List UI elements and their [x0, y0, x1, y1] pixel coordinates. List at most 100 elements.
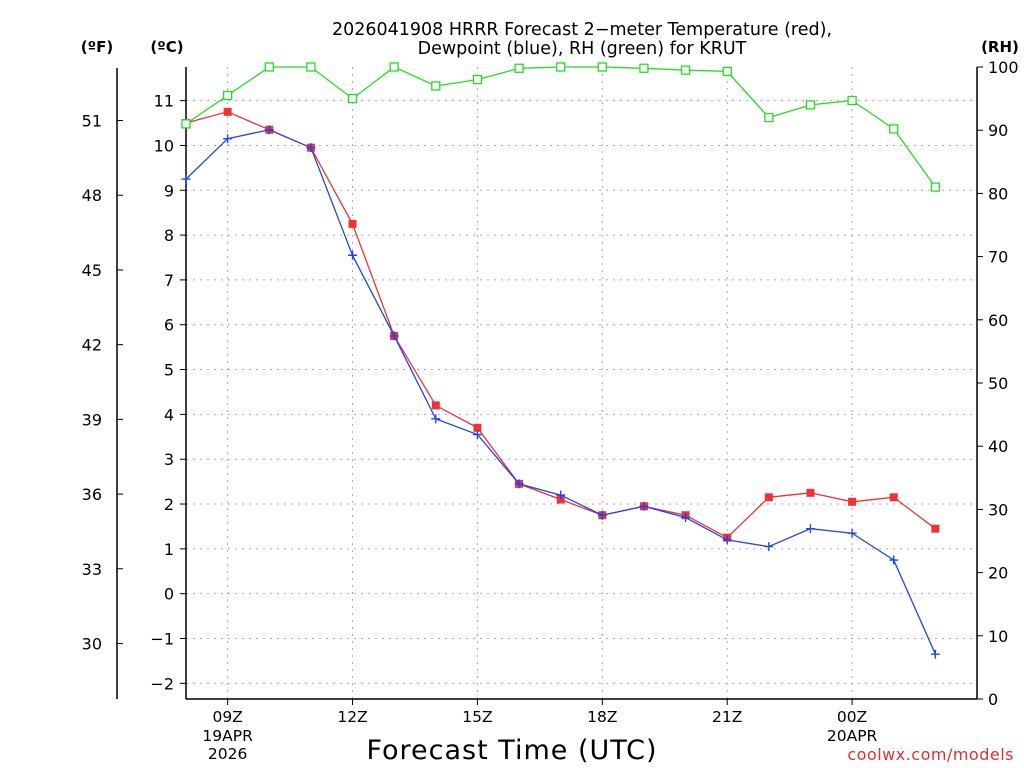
dewpoint-point [639, 501, 649, 511]
rh-tick-label: 70 [988, 248, 1008, 267]
dewpoint-point [181, 174, 191, 184]
rh-point [639, 63, 649, 73]
temperature-point [473, 423, 482, 432]
celsius-tick-label: 6 [164, 316, 174, 335]
temperature-point [348, 219, 357, 228]
fahrenheit-unit-label: (ºF) [81, 38, 113, 56]
data-series [181, 62, 941, 659]
fahrenheit-tick-label: 39 [82, 410, 102, 429]
rh-tick-label: 90 [988, 121, 1008, 140]
rh-point [181, 119, 191, 129]
dewpoint-point [264, 125, 274, 135]
dewpoint-point [681, 512, 691, 522]
dewpoint-point [847, 528, 857, 538]
dewpoint-point [223, 134, 233, 144]
rh-tick-label: 30 [988, 500, 1008, 519]
x-tick-label: 15Z [462, 708, 492, 726]
rh-point [930, 182, 941, 192]
rh-point [389, 62, 399, 72]
rh-line [185, 66, 936, 188]
dewpoint-point [764, 542, 774, 552]
dewpoint-point [306, 143, 316, 153]
celsius-tick-label: 9 [164, 181, 174, 200]
rh-tick-label: 60 [988, 311, 1008, 330]
credit-text: coolwx.com/models [847, 745, 1014, 764]
temperature-point [223, 107, 232, 116]
celsius-tick-label: 8 [164, 226, 174, 245]
temperature-point [848, 497, 857, 506]
rh-point [764, 112, 774, 123]
rh-tick-label: 10 [988, 627, 1008, 646]
rh-tick-label: 100 [988, 58, 1019, 77]
celsius-tick-label: 7 [164, 271, 174, 290]
celsius-tick-label: −1 [150, 629, 174, 648]
rh-point [847, 95, 857, 106]
celsius-unit-label: (ºC) [150, 38, 183, 56]
rh-tick-label: 80 [988, 184, 1008, 203]
fahrenheit-tick-label: 48 [82, 186, 102, 205]
x-tick-label: 09Z [212, 708, 242, 726]
rh-tick-label: 20 [988, 564, 1008, 583]
celsius-tick-label: 10 [154, 136, 174, 155]
dewpoint-point [472, 430, 482, 440]
rh-tick-label: 40 [988, 437, 1008, 456]
rh-point [264, 62, 274, 72]
dewpoint-point [889, 555, 899, 565]
rh-point [889, 124, 899, 134]
rh-point [805, 100, 816, 110]
rh-point [597, 62, 607, 72]
dewpoint-point [348, 250, 358, 260]
x-tick-label: 21Z [712, 708, 742, 726]
rh-point [472, 74, 483, 85]
dewpoint-point [514, 479, 524, 489]
rh-point [680, 65, 691, 75]
celsius-tick-label: 1 [164, 540, 174, 559]
rh-point [306, 62, 316, 72]
grid-lines [186, 67, 977, 699]
x-tick-year-label: 2026 [208, 745, 247, 763]
fahrenheit-tick-label: 36 [82, 485, 102, 504]
fahrenheit-tick-label: 33 [82, 560, 102, 579]
rh-point [556, 62, 566, 72]
temperature-point [806, 488, 815, 497]
fahrenheit-tick-label: 51 [82, 112, 102, 131]
fahrenheit-tick-label: 30 [82, 634, 102, 653]
dewpoint-point [597, 510, 607, 520]
celsius-tick-label: 11 [154, 92, 174, 111]
series-temperature [182, 107, 940, 542]
x-tick-label: 00Z [837, 708, 867, 726]
rh-point [347, 93, 358, 104]
dewpoint-point [930, 649, 940, 659]
rh-point [431, 81, 441, 91]
axes [116, 66, 983, 705]
dewpoint-line [185, 129, 936, 655]
celsius-tick-label: −2 [150, 674, 174, 693]
rh-tick-label: 50 [988, 374, 1008, 393]
rh-unit-label: (RH) [981, 38, 1019, 56]
dewpoint-point [556, 490, 566, 500]
rh-point [722, 66, 732, 77]
dewpoint-point [722, 535, 732, 545]
dewpoint-point [805, 524, 815, 534]
fahrenheit-tick-label: 45 [82, 261, 102, 280]
tick-labels: −2−1012345678910113033363942454851010203… [82, 58, 1019, 763]
rh-point [222, 90, 233, 101]
temperature-point [431, 401, 440, 410]
x-tick-date-label: 19APR [202, 727, 253, 745]
x-tick-label: 12Z [337, 708, 367, 726]
series-rh [181, 62, 941, 192]
temperature-point [889, 493, 898, 502]
dewpoint-point [389, 331, 399, 341]
temperature-point [931, 524, 940, 533]
x-tick-label: 18Z [587, 708, 617, 726]
chart-title-line-2: Dewpoint (blue), RH (green) for KRUT [418, 39, 747, 59]
rh-point [514, 63, 524, 73]
x-axis-label: Forecast Time (UTC) [366, 735, 657, 766]
temperature-point [764, 493, 773, 502]
fahrenheit-tick-label: 42 [82, 336, 102, 355]
celsius-tick-label: 4 [164, 405, 174, 424]
x-tick-date-label: 20APR [827, 727, 878, 745]
dewpoint-point [431, 414, 441, 424]
rh-tick-label: 0 [988, 690, 998, 709]
